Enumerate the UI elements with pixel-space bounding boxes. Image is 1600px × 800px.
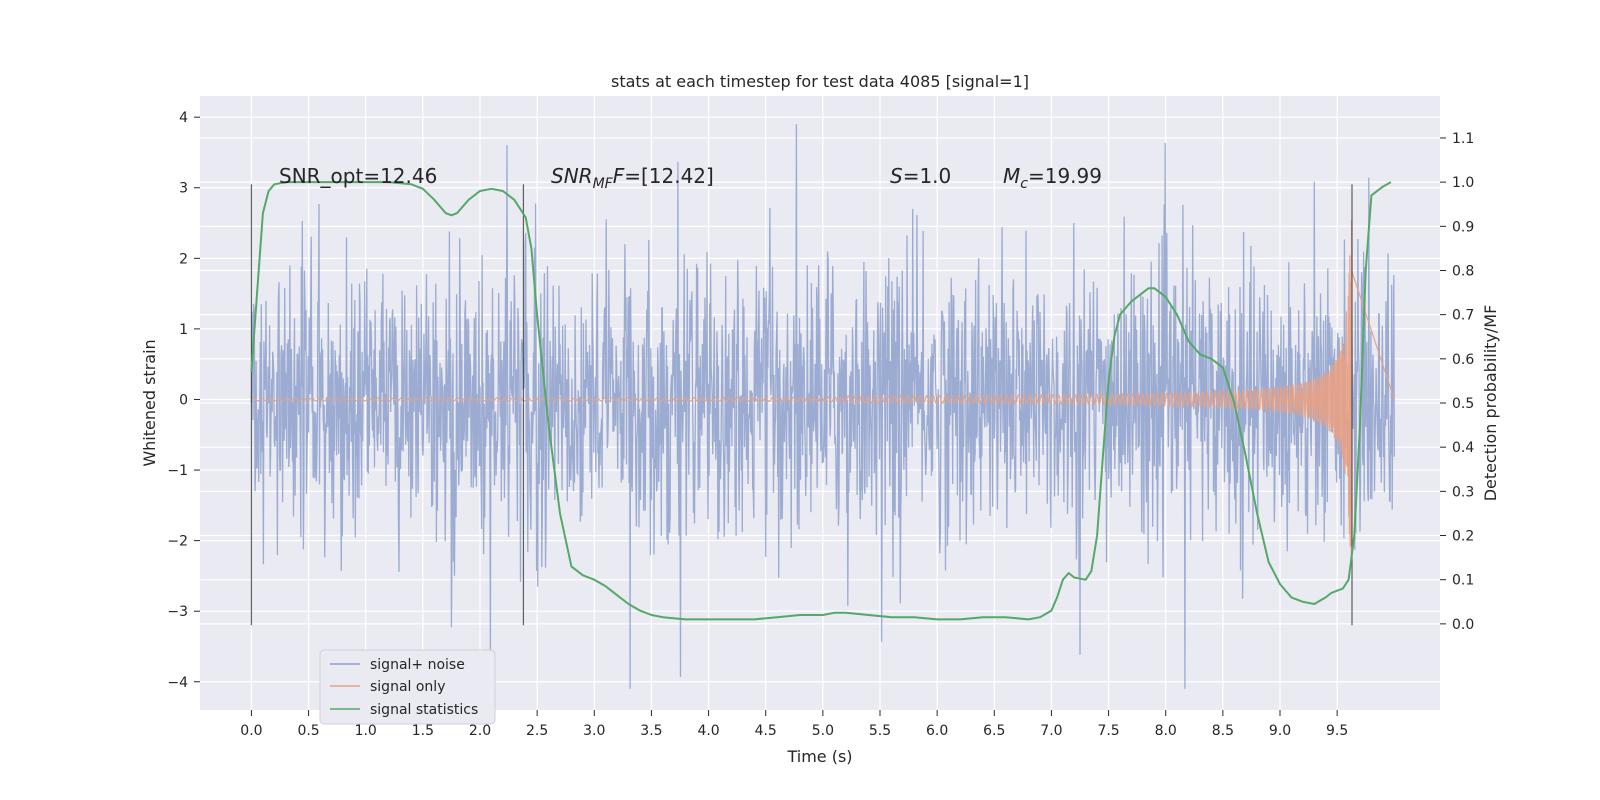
y2-tick-label: 1.0 [1452, 175, 1474, 191]
legend-label-signal-only: signal only [370, 679, 445, 695]
y-tick-label: 1 [179, 322, 188, 338]
x-tick-label: 5.0 [812, 723, 834, 739]
annotation-snr-opt: SNR_opt=12.46 [279, 164, 437, 188]
chart-title: stats at each timestep for test data 408… [611, 72, 1029, 91]
legend-label-signal-statistics: signal statistics [370, 702, 478, 718]
legend-box [319, 649, 496, 725]
signal-statistics-line [250, 181, 1392, 621]
annotation-mc: Mc=19.99 [1003, 164, 1102, 192]
y-tick-label: −4 [167, 675, 188, 691]
y-tick-label: −3 [167, 604, 188, 620]
annotation-mc-label: M [1003, 164, 1020, 188]
y-tick-label: −1 [167, 463, 188, 479]
x-tick-label: 7.0 [1040, 723, 1062, 739]
y2-tick-label: 0.9 [1452, 219, 1474, 235]
x-tick-label: 9.5 [1326, 723, 1348, 739]
annotation-snr-mf-label: SNR [551, 164, 593, 188]
y2-tick-label: 0.0 [1452, 617, 1474, 633]
annotation-s-value: =1.0 [903, 164, 952, 188]
annotation-snr-mf: SNRMFF=[12.42] [551, 164, 714, 192]
y2-tick-label: 0.4 [1452, 440, 1474, 456]
x-tick-label: 0.5 [297, 723, 319, 739]
y2-tick-label: 0.2 [1452, 529, 1474, 545]
x-axis-label: Time (s) [786, 747, 852, 766]
y-tick-label: 0 [179, 392, 188, 408]
y2-tick-label: 0.8 [1452, 263, 1474, 279]
x-tick-label: 4.5 [755, 723, 777, 739]
annotations: SNR_opt=12.46 SNRMFF=[12.42] S=1.0 Mc=19… [279, 164, 1102, 192]
x-axis-ticks: 0.0 0.5 1.0 1.5 2.0 2.5 3.0 3.5 4.0 4.5 5.0 5.5 6.0 6… [240, 710, 1348, 739]
annotation-mc-value: =19.99 [1028, 164, 1102, 188]
series-signal-only [250, 219, 1395, 557]
x-tick-label: 3.0 [583, 723, 605, 739]
y2-tick-label: 0.5 [1452, 396, 1474, 412]
y2-axis-ticks: 1.1 1.0 0.9 0.8 0.7 0.6 0.5 0.4 0.3 0.2 0.1 0.0 [1440, 131, 1474, 633]
x-tick-label: 1.5 [412, 723, 434, 739]
x-tick-label: 3.5 [640, 723, 662, 739]
legend-label-signal-noise: signal+ noise [370, 657, 465, 673]
y-axis-label: Whitened strain [140, 339, 159, 466]
x-tick-label: 5.5 [869, 723, 891, 739]
y-tick-label: 2 [179, 251, 188, 267]
y2-tick-label: 0.3 [1452, 484, 1474, 500]
annotation-snr-mf-sub: MF [593, 176, 614, 192]
annotation-s-label: S [890, 164, 903, 188]
x-tick-label: 7.5 [1097, 723, 1119, 739]
y-axis-ticks: 4 3 2 1 0 −1 −2 −3 −4 [167, 110, 200, 691]
x-tick-label: 0.0 [240, 723, 262, 739]
y2-tick-label: 0.6 [1452, 352, 1474, 368]
legend: signal+ noise signal only signal statist… [319, 649, 496, 725]
y-tick-label: 4 [179, 110, 188, 126]
y-tick-label: −2 [167, 534, 188, 550]
series-signal-statistics [250, 181, 1392, 621]
x-tick-label: 8.5 [1212, 723, 1234, 739]
y2-tick-label: 1.1 [1452, 131, 1474, 147]
y2-tick-label: 0.7 [1452, 308, 1474, 324]
y-tick-label: 3 [179, 181, 188, 197]
signal-only-line [250, 219, 1395, 557]
x-tick-label: 9.0 [1269, 723, 1291, 739]
x-tick-label: 6.0 [926, 723, 948, 739]
annotation-s: S=1.0 [890, 164, 951, 188]
y2-tick-label: 0.1 [1452, 573, 1474, 589]
x-tick-label: 2.0 [469, 723, 491, 739]
x-tick-label: 8.0 [1155, 723, 1177, 739]
y2-axis-label: Detection probability/MF [1481, 305, 1500, 502]
annotation-snr-mf-f: F [613, 164, 625, 188]
x-tick-label: 4.0 [697, 723, 719, 739]
x-tick-label: 2.5 [526, 723, 548, 739]
x-tick-label: 6.5 [983, 723, 1005, 739]
annotation-snr-mf-value: =[12.42] [624, 164, 714, 188]
annotation-mc-sub: c [1020, 176, 1028, 192]
x-tick-label: 1.0 [355, 723, 377, 739]
